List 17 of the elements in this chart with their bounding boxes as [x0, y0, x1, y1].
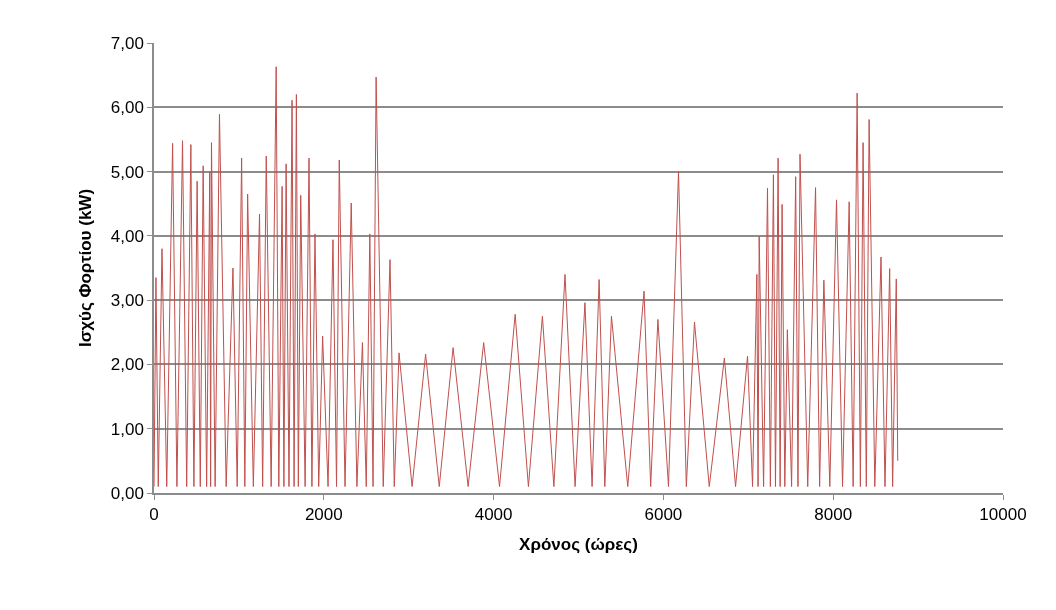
x-tick-label: 6000 [644, 505, 683, 525]
y-tick-label: 6,00 [110, 98, 144, 118]
y-tick-label: 4,00 [110, 226, 144, 246]
y-tick-label: 3,00 [110, 291, 144, 311]
x-tick-label: 0 [149, 505, 159, 525]
x-tick-label: 8000 [814, 505, 853, 525]
y-tick-label: 0,00 [110, 483, 144, 503]
y-tick-label: 1,00 [110, 419, 144, 439]
x-tick-label: 2000 [304, 505, 343, 525]
line-series [154, 66, 899, 488]
x-tick-label: 10000 [979, 505, 1027, 525]
x-tick-label: 4000 [474, 505, 513, 525]
y-tick-label: 5,00 [110, 162, 144, 182]
y-tick-label: 7,00 [110, 33, 144, 53]
y-axis-title: Ισχύς Φορτίου (kW) [75, 188, 95, 348]
x-axis-title: Χρόνος (ώρες) [519, 535, 638, 555]
y-tick-label: 2,00 [110, 355, 144, 375]
